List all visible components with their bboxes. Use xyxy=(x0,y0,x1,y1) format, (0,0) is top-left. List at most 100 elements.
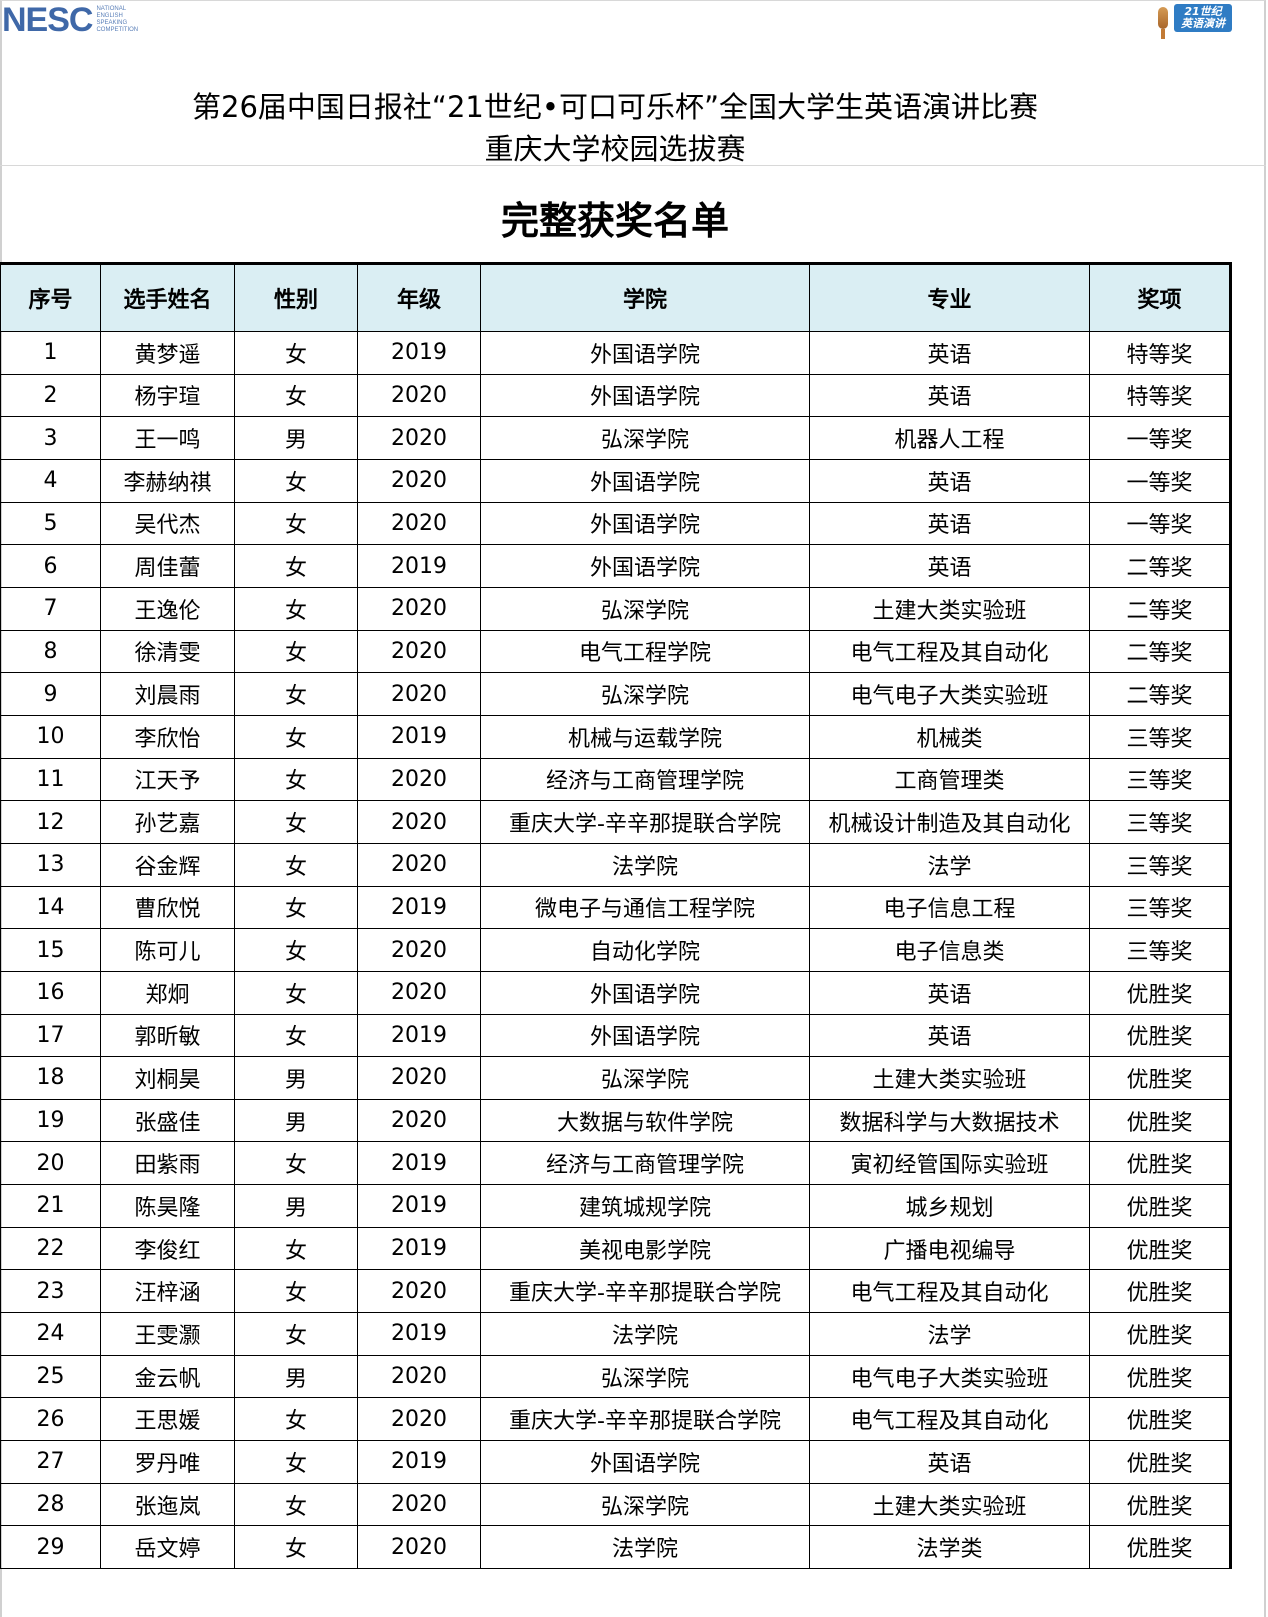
column-header-college: 学院 xyxy=(480,263,810,332)
cell-index: 22 xyxy=(0,1226,101,1271)
cell-award: 三等奖 xyxy=(1089,885,1231,930)
cell-index: 16 xyxy=(0,970,101,1015)
cell-major: 英语 xyxy=(809,1013,1090,1058)
table-row: 16 郑炯女 2020 外国语学院 英语 优胜奖 xyxy=(0,970,1231,1015)
cell-college: 大数据与软件学院 xyxy=(480,1098,810,1143)
cell-index: 26 xyxy=(0,1397,101,1442)
cell-name: 徐清雯 xyxy=(100,629,235,674)
cell-grade: 2020 xyxy=(357,1482,481,1527)
cell-award: 优胜奖 xyxy=(1089,1354,1231,1399)
award-table: 序号 选手姓名 性别 年级 学院 专业 奖项 1 黄梦遥女 2019 外国语学院 英语 特等奖 2 杨宇瑄… xyxy=(0,262,1232,1570)
cell-grade: 2020 xyxy=(357,842,481,887)
cell-grade: 2020 xyxy=(357,501,481,546)
cell-grade: 2019 xyxy=(357,331,481,375)
cell-index: 3 xyxy=(0,416,101,460)
cell-major: 土建大类实验班 xyxy=(809,1056,1090,1100)
cell-grade: 2020 xyxy=(357,586,481,631)
cell-index: 21 xyxy=(0,1184,101,1228)
table-row: 29 岳文婷女 2020 法学院 法学类 优胜奖 xyxy=(0,1525,1231,1570)
table-row: 4 李赫纳祺女 2020 外国语学院 英语 一等奖 xyxy=(0,458,1231,503)
cell-name: 刘晨雨 xyxy=(100,672,235,716)
cell-major: 英语 xyxy=(809,970,1090,1015)
cell-major: 电子信息类 xyxy=(809,928,1090,972)
cell-major: 电气工程及其自动化 xyxy=(809,1269,1090,1314)
cell-college: 外国语学院 xyxy=(480,331,810,375)
cell-major: 英语 xyxy=(809,1440,1090,1484)
cell-index: 19 xyxy=(0,1098,101,1143)
cell-grade: 2019 xyxy=(357,885,481,930)
cell-index: 2 xyxy=(0,373,101,418)
cell-index: 20 xyxy=(0,1141,101,1186)
cell-name: 刘桐昊 xyxy=(100,1056,235,1100)
cell-index: 8 xyxy=(0,629,101,674)
cell-major: 英语 xyxy=(809,544,1090,588)
title-line-2: 重庆大学校园选拔赛 xyxy=(484,132,746,166)
cell-major: 英语 xyxy=(809,458,1090,503)
table-row: 28 张迤岚女 2020 弘深学院 土建大类实验班 优胜奖 xyxy=(0,1482,1231,1527)
cell-gender: 女 xyxy=(234,885,358,930)
cell-name: 汪梓涵 xyxy=(100,1269,235,1314)
column-header-grade: 年级 xyxy=(357,263,481,332)
cell-major: 土建大类实验班 xyxy=(809,586,1090,631)
table-row: 3 王一鸣男 2020 弘深学院 机器人工程 一等奖 xyxy=(0,416,1231,460)
cell-college: 法学院 xyxy=(480,842,810,887)
cell-gender: 男 xyxy=(234,416,358,460)
cell-award: 三等奖 xyxy=(1089,714,1231,759)
cell-gender: 女 xyxy=(234,1141,358,1186)
cell-name: 杨宇瑄 xyxy=(100,373,235,418)
cell-major: 土建大类实验班 xyxy=(809,1482,1090,1527)
cell-college: 机械与运载学院 xyxy=(480,714,810,759)
cell-gender: 女 xyxy=(234,458,358,503)
cell-grade: 2020 xyxy=(357,373,481,418)
cell-index: 11 xyxy=(0,757,101,802)
cell-name: 黄梦遥 xyxy=(100,331,235,375)
cell-award: 优胜奖 xyxy=(1089,970,1231,1015)
cell-college: 外国语学院 xyxy=(480,501,810,546)
cell-college: 外国语学院 xyxy=(480,970,810,1015)
cell-name: 王逸伦 xyxy=(100,586,235,631)
divider xyxy=(0,165,1266,166)
cell-grade: 2020 xyxy=(357,800,481,844)
column-header-major: 专业 xyxy=(809,263,1090,332)
cell-index: 6 xyxy=(0,544,101,588)
cell-award: 一等奖 xyxy=(1089,416,1231,460)
cell-grade: 2020 xyxy=(357,1269,481,1314)
cell-name: 陈可儿 xyxy=(100,928,235,972)
cell-college: 经济与工商管理学院 xyxy=(480,1141,810,1186)
cell-name: 吴代杰 xyxy=(100,501,235,546)
cell-gender: 女 xyxy=(234,629,358,674)
page-heading: 完整获奖名单 xyxy=(500,199,729,243)
cell-gender: 女 xyxy=(234,714,358,759)
cell-grade: 2019 xyxy=(357,1440,481,1484)
cell-grade: 2020 xyxy=(357,1098,481,1143)
cell-name: 曹欣悦 xyxy=(100,885,235,930)
cell-award: 优胜奖 xyxy=(1089,1013,1231,1058)
cell-major: 英语 xyxy=(809,331,1090,375)
table-row: 8 徐清雯女 2020 电气工程学院 电气工程及其自动化 二等奖 xyxy=(0,629,1231,674)
cell-gender: 女 xyxy=(234,1269,358,1314)
cell-index: 14 xyxy=(0,885,101,930)
nesc-logo: NESC NATIONAL ENGLISH SPEAKING COMPETITI… xyxy=(2,1,146,39)
cell-index: 1 xyxy=(0,331,101,375)
cell-college: 外国语学院 xyxy=(480,1440,810,1484)
cell-gender: 女 xyxy=(234,501,358,546)
column-header-award: 奖项 xyxy=(1089,263,1231,332)
cell-college: 外国语学院 xyxy=(480,373,810,418)
21st-century-speaking-logo: 21世纪 英语演讲 xyxy=(1158,4,1232,39)
cell-major: 机械类 xyxy=(809,714,1090,759)
cell-major: 电气工程及其自动化 xyxy=(809,629,1090,674)
cell-gender: 女 xyxy=(234,928,358,972)
21st-century-logo-text: 21世纪 英语演讲 xyxy=(1174,4,1232,32)
cell-grade: 2020 xyxy=(357,970,481,1015)
table-row: 22 李俊红女 2019 美视电影学院 广播电视编导 优胜奖 xyxy=(0,1226,1231,1271)
cell-gender: 女 xyxy=(234,842,358,887)
cell-gender: 女 xyxy=(234,1440,358,1484)
cell-award: 二等奖 xyxy=(1089,586,1231,631)
table-row: 13 谷金辉女 2020 法学院 法学 三等奖 xyxy=(0,842,1231,887)
nesc-logo-subtext: NATIONAL ENGLISH SPEAKING COMPETITION xyxy=(96,6,139,33)
cell-award: 一等奖 xyxy=(1089,458,1231,503)
cell-college: 弘深学院 xyxy=(480,416,810,460)
microphone-icon xyxy=(1158,7,1168,39)
cell-college: 自动化学院 xyxy=(480,928,810,972)
cell-major: 机器人工程 xyxy=(809,416,1090,460)
